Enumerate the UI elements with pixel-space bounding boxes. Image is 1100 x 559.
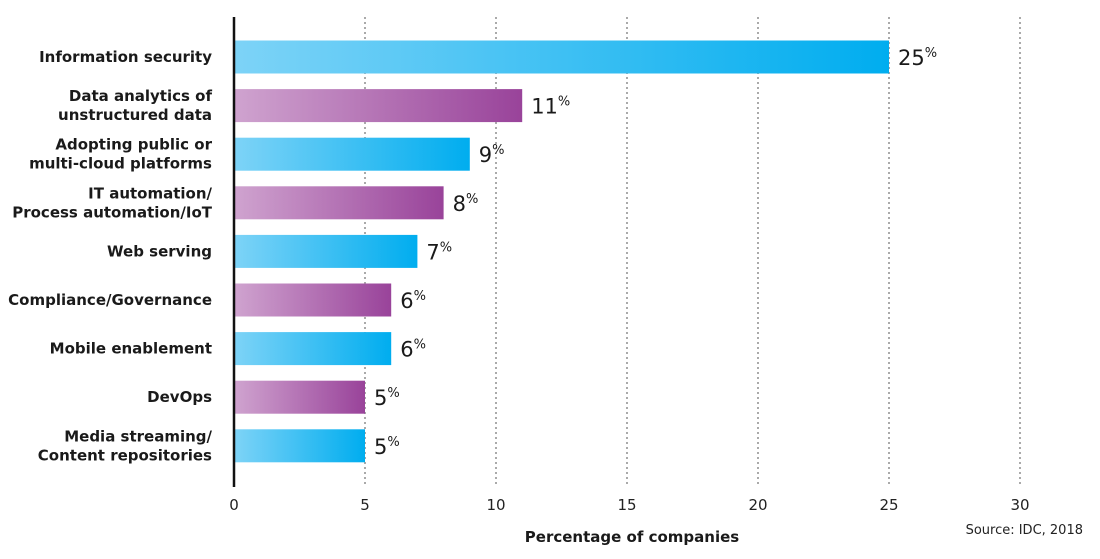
bar	[235, 380, 365, 414]
x-tick-label: 30	[1010, 496, 1029, 514]
category-label: Data analytics of unstructured data	[58, 87, 212, 124]
bar	[235, 234, 418, 268]
bar	[235, 137, 470, 171]
bars	[235, 40, 889, 463]
x-tick-label: 10	[486, 496, 505, 514]
value-labels: 25%11%9%8%7%6%6%5%5%	[374, 46, 937, 459]
bar	[235, 283, 392, 317]
x-axis-ticks: 0 5 10 15 20 25 30	[229, 496, 1029, 514]
bar	[235, 40, 889, 74]
x-tick-label: 20	[748, 496, 767, 514]
category-label: Web serving	[107, 242, 212, 260]
category-label: Media streaming/Content repositories	[38, 427, 213, 464]
bar	[235, 89, 523, 123]
value-label: 11%	[531, 95, 570, 119]
category-label: Compliance/Governance	[8, 291, 212, 309]
gridlines	[364, 17, 1021, 487]
value-label: 5%	[374, 386, 400, 410]
value-label: 25%	[898, 46, 937, 70]
bar	[235, 186, 444, 220]
x-tick-label: 0	[229, 496, 239, 514]
x-tick-label: 5	[360, 496, 370, 514]
value-label: 6%	[400, 338, 426, 362]
category-labels: Information security Data analytics of uns…	[8, 48, 213, 464]
category-label: Adopting public or multi-cloud platforms	[29, 136, 213, 173]
x-tick-label: 25	[879, 496, 898, 514]
bar	[235, 429, 365, 463]
value-label: 9%	[479, 143, 505, 167]
bar	[235, 332, 392, 366]
category-label: DevOps	[147, 388, 212, 406]
x-axis-title: Percentage of companies	[525, 528, 739, 546]
category-label: Mobile enablement	[50, 340, 212, 358]
value-label: 7%	[426, 240, 452, 264]
x-tick-label: 15	[617, 496, 636, 514]
value-label: 6%	[400, 289, 426, 313]
source-note: Source: IDC, 2018	[966, 523, 1083, 538]
category-label: Information security	[39, 48, 212, 66]
value-label: 5%	[374, 435, 400, 459]
value-label: 8%	[453, 192, 479, 216]
category-label: IT automation/Process automation/IoT	[12, 184, 213, 221]
